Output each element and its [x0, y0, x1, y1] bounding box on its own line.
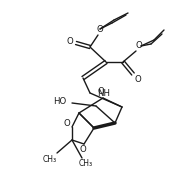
- Text: CH₃: CH₃: [43, 155, 57, 165]
- Text: O: O: [98, 88, 104, 96]
- Text: O: O: [67, 37, 73, 47]
- Text: O: O: [136, 41, 142, 49]
- Text: O: O: [80, 146, 86, 155]
- Text: CH₃: CH₃: [79, 159, 93, 168]
- Text: NH: NH: [97, 89, 110, 97]
- Text: O: O: [64, 120, 70, 128]
- Text: O: O: [135, 76, 141, 84]
- Text: O: O: [97, 24, 103, 34]
- Text: ethyl_end: ethyl_end: [130, 9, 137, 11]
- Text: HO: HO: [53, 96, 67, 106]
